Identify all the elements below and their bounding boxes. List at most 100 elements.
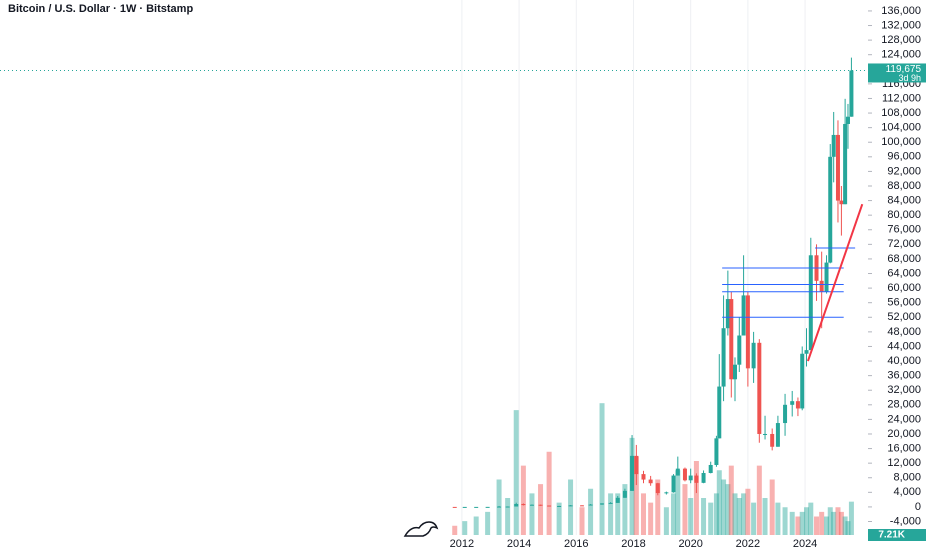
candle-body — [751, 342, 756, 369]
countdown: 3d 9h — [898, 73, 921, 83]
volume-bar — [819, 511, 825, 535]
y-tick-label: 76,000 — [887, 224, 921, 236]
volume-bar — [769, 479, 775, 535]
candle-body — [514, 504, 519, 507]
logo[interactable] — [403, 521, 439, 537]
volume-bar — [736, 498, 742, 535]
volume-bar — [452, 525, 458, 535]
candle-body — [725, 299, 730, 329]
y-tick-label: 80,000 — [887, 209, 921, 221]
volume-bar — [775, 502, 781, 535]
y-tick-label: 56,000 — [887, 297, 921, 309]
candle-body — [717, 386, 722, 439]
volume-bar — [716, 470, 722, 535]
volume-bar — [728, 465, 734, 535]
x-tick-label: 2014 — [507, 538, 531, 550]
candle-body — [775, 423, 780, 447]
y-tick-label: 72,000 — [887, 238, 921, 250]
candle-body — [682, 468, 687, 481]
y-tick-label: 92,000 — [887, 165, 921, 177]
candle-body — [529, 504, 534, 506]
volume-bar — [462, 521, 468, 535]
candle-body — [568, 505, 573, 507]
candle-body — [729, 299, 734, 380]
volume-bar — [789, 511, 795, 535]
y-tick-label: 124,000 — [881, 49, 921, 61]
candle-body — [615, 497, 620, 503]
candle-body — [770, 433, 775, 447]
candle-body — [828, 156, 833, 263]
volume-bar — [615, 493, 621, 535]
candle-body — [800, 353, 805, 409]
y-tick-label: 68,000 — [887, 253, 921, 265]
candle-body — [808, 255, 813, 351]
candle-body — [824, 262, 829, 292]
y-tick-label: 32,000 — [887, 384, 921, 396]
y-tick-label: 132,000 — [881, 19, 921, 31]
volume-bar — [745, 488, 751, 535]
volume-bar — [831, 511, 837, 535]
volume-bar — [845, 521, 851, 535]
candle-body — [745, 295, 750, 369]
drawings — [0, 69, 868, 362]
candle-body — [757, 342, 762, 434]
volume-bar — [671, 493, 677, 535]
y-tick-label: 104,000 — [881, 122, 921, 134]
candle-body — [835, 134, 840, 201]
volume-bar — [608, 493, 614, 535]
volume-bar — [588, 488, 594, 535]
candle-body — [733, 364, 738, 380]
y-tick-label: 52,000 — [887, 311, 921, 323]
y-tick-label: 0 — [915, 501, 921, 513]
candle-body — [538, 504, 543, 506]
candle-body — [485, 506, 490, 508]
candle-body — [648, 479, 653, 484]
y-tick-label: 20,000 — [887, 428, 921, 440]
candle-body — [580, 505, 585, 507]
volume-bar — [513, 410, 519, 535]
volume-bar — [529, 493, 535, 535]
volume-bar — [505, 498, 511, 535]
volume-bar — [808, 502, 814, 535]
volume-bar — [688, 498, 694, 535]
y-tick-label: 136,000 — [881, 5, 921, 17]
volume-tag-label: 7.21K — [878, 530, 905, 541]
x-tick-label: 2018 — [621, 538, 645, 550]
candle-body — [505, 506, 510, 508]
y-tick-label: 88,000 — [887, 180, 921, 192]
volume-bar — [835, 507, 841, 535]
candle-body — [819, 280, 824, 292]
volume-bar — [599, 403, 605, 535]
candle-body — [655, 483, 660, 494]
volume-bar — [804, 507, 810, 535]
candle-body — [608, 502, 613, 504]
candle-body — [521, 504, 526, 506]
last-price-tag — [868, 63, 926, 83]
volume-bar — [842, 516, 848, 535]
axes: 2012 2014 2016 2018 2020 2022 2024 -4,000 0 4,000… — [450, 5, 926, 550]
volume-bar — [814, 516, 820, 535]
candle-body — [701, 473, 706, 483]
volume-bar — [546, 451, 552, 535]
volume-bar — [713, 493, 719, 535]
volume-bar — [848, 501, 854, 535]
volume-bar — [721, 479, 727, 535]
last-price-label: 119,675 — [886, 64, 922, 75]
y-tick-label: 44,000 — [887, 340, 921, 352]
candle-body — [845, 116, 850, 124]
candle-body — [849, 70, 854, 117]
volume-bar — [473, 516, 479, 535]
volume-bar — [682, 484, 688, 535]
x-tick-label: 2012 — [450, 538, 474, 550]
y-tick-label: -4,000 — [890, 515, 921, 527]
x-tick-label: 2022 — [736, 538, 760, 550]
candle-body — [474, 506, 479, 508]
y-tick-label: 64,000 — [887, 267, 921, 279]
candle-body — [462, 506, 467, 508]
y-tick-label: 24,000 — [887, 413, 921, 425]
y-tick-label: 4,000 — [893, 486, 921, 498]
volume-bar — [538, 484, 544, 535]
volume-bar — [701, 498, 707, 535]
